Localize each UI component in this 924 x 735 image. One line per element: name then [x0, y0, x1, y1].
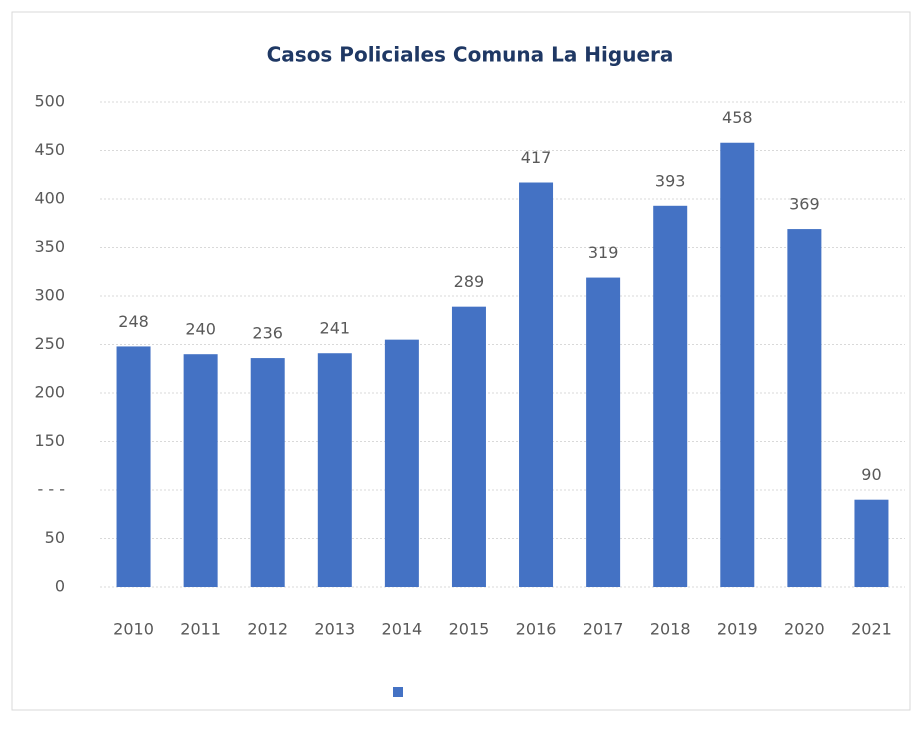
bar [787, 229, 822, 587]
data-label: 236 [252, 324, 283, 343]
bar [720, 142, 755, 588]
y-tick-label: 0 [55, 577, 65, 596]
bar [317, 353, 352, 587]
x-tick-label: 2017 [583, 620, 624, 639]
data-label: 369 [789, 195, 820, 214]
bar [384, 339, 419, 587]
y-tick-label: 450 [34, 140, 65, 159]
bar [250, 358, 285, 587]
data-label: 241 [320, 319, 351, 338]
y-tick-label: 50 [45, 528, 65, 547]
x-tick-label: 2015 [449, 620, 490, 639]
x-tick-label: 2018 [650, 620, 691, 639]
y-tick-label: 400 [34, 189, 65, 208]
y-tick-label: 200 [34, 383, 65, 402]
y-tick-label: 300 [34, 286, 65, 305]
y-tick-label: 500 [34, 92, 65, 111]
bar [653, 205, 688, 588]
x-tick-label: 2020 [784, 620, 825, 639]
data-label: 90 [861, 465, 881, 484]
x-tick-label: 2019 [717, 620, 758, 639]
bar [116, 346, 151, 587]
y-tick-label: 250 [34, 334, 65, 353]
x-tick-label: 2016 [516, 620, 557, 639]
x-tick-label: 2012 [247, 620, 288, 639]
y-tick-label: 350 [34, 237, 65, 256]
data-label: 240 [185, 320, 216, 339]
x-tick-label: 2014 [382, 620, 423, 639]
data-label: 248 [118, 312, 149, 331]
data-label: 289 [454, 272, 485, 291]
chart-title: Casos Policiales Comuna La Higuera [267, 43, 674, 67]
bar [183, 354, 218, 587]
legend-marker [393, 687, 403, 697]
x-tick-label: 2010 [113, 620, 154, 639]
data-label: 319 [588, 243, 619, 262]
x-tick-label: 2021 [851, 620, 892, 639]
data-label: 458 [722, 108, 753, 127]
x-tick-label: 2011 [180, 620, 221, 639]
y-tick-label: - - - [38, 480, 66, 499]
y-tick-label: 150 [34, 431, 65, 450]
x-tick-label: 2013 [314, 620, 355, 639]
bar [586, 277, 621, 587]
bar [854, 499, 889, 587]
data-label: 417 [521, 148, 552, 167]
data-label: 393 [655, 171, 686, 190]
bar [451, 306, 486, 587]
bar [519, 182, 554, 587]
